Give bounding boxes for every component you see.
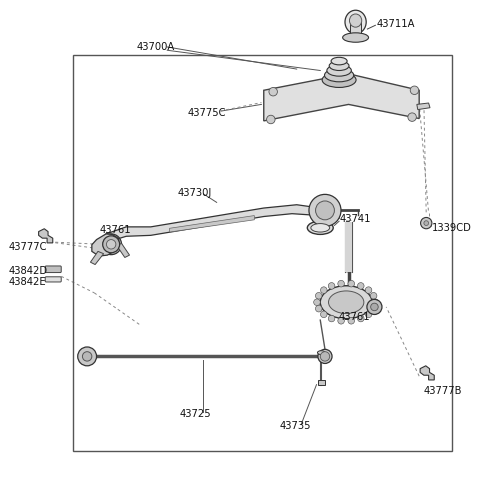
Circle shape <box>106 239 117 250</box>
Circle shape <box>370 293 377 299</box>
Bar <box>345 222 352 272</box>
Ellipse shape <box>311 224 330 232</box>
Ellipse shape <box>331 57 347 65</box>
Text: 43777B: 43777B <box>424 386 462 396</box>
Circle shape <box>320 352 330 361</box>
Polygon shape <box>117 243 130 257</box>
Circle shape <box>321 311 327 318</box>
Circle shape <box>309 194 341 227</box>
Bar <box>318 380 324 385</box>
Text: 43761: 43761 <box>338 312 370 322</box>
Text: 43842D: 43842D <box>9 266 48 276</box>
Circle shape <box>348 318 355 324</box>
Circle shape <box>315 293 322 299</box>
Circle shape <box>367 299 382 314</box>
Circle shape <box>328 282 335 289</box>
FancyBboxPatch shape <box>45 277 61 282</box>
Circle shape <box>365 311 372 318</box>
Bar <box>73 55 452 451</box>
Text: 43730J: 43730J <box>178 188 212 198</box>
Circle shape <box>315 201 335 220</box>
Circle shape <box>410 86 419 94</box>
Polygon shape <box>106 205 339 242</box>
Circle shape <box>328 315 335 322</box>
Circle shape <box>358 315 364 322</box>
Circle shape <box>78 347 96 366</box>
Polygon shape <box>420 366 434 380</box>
Polygon shape <box>90 251 104 265</box>
Ellipse shape <box>329 61 349 70</box>
Polygon shape <box>92 234 119 256</box>
Ellipse shape <box>349 14 362 27</box>
Text: 43777C: 43777C <box>9 242 47 252</box>
Circle shape <box>408 113 416 121</box>
Circle shape <box>372 299 379 306</box>
Polygon shape <box>417 103 430 109</box>
Text: 43700A: 43700A <box>137 42 175 52</box>
Ellipse shape <box>327 65 351 76</box>
Circle shape <box>107 240 116 249</box>
Circle shape <box>365 287 372 294</box>
Ellipse shape <box>320 286 372 319</box>
Polygon shape <box>38 229 53 243</box>
Text: 43775C: 43775C <box>188 108 226 118</box>
Circle shape <box>321 287 327 294</box>
Ellipse shape <box>343 33 369 42</box>
Circle shape <box>358 282 364 289</box>
Circle shape <box>371 303 378 311</box>
Polygon shape <box>264 74 419 121</box>
Ellipse shape <box>345 10 366 34</box>
Circle shape <box>348 281 355 287</box>
Circle shape <box>370 306 377 312</box>
Ellipse shape <box>328 291 364 313</box>
Circle shape <box>266 115 275 124</box>
Text: 1339CD: 1339CD <box>432 223 472 233</box>
FancyBboxPatch shape <box>45 266 61 272</box>
Ellipse shape <box>317 351 325 354</box>
Circle shape <box>101 234 121 254</box>
Circle shape <box>313 299 320 306</box>
Polygon shape <box>169 215 254 232</box>
Circle shape <box>338 318 345 324</box>
Ellipse shape <box>322 72 356 87</box>
Circle shape <box>315 306 322 312</box>
Circle shape <box>420 217 432 229</box>
Circle shape <box>338 281 345 287</box>
Ellipse shape <box>324 68 354 82</box>
Text: 43735: 43735 <box>279 421 311 431</box>
Circle shape <box>269 87 277 96</box>
Circle shape <box>83 352 92 361</box>
Text: 43725: 43725 <box>180 409 212 419</box>
Circle shape <box>424 221 429 226</box>
Ellipse shape <box>318 349 332 363</box>
Bar <box>350 22 361 36</box>
Text: 43711A: 43711A <box>377 19 415 29</box>
Text: 43761: 43761 <box>100 225 132 235</box>
Text: 43842E: 43842E <box>9 277 46 287</box>
Ellipse shape <box>307 221 333 234</box>
Text: 43741: 43741 <box>340 214 372 224</box>
Circle shape <box>103 236 120 253</box>
